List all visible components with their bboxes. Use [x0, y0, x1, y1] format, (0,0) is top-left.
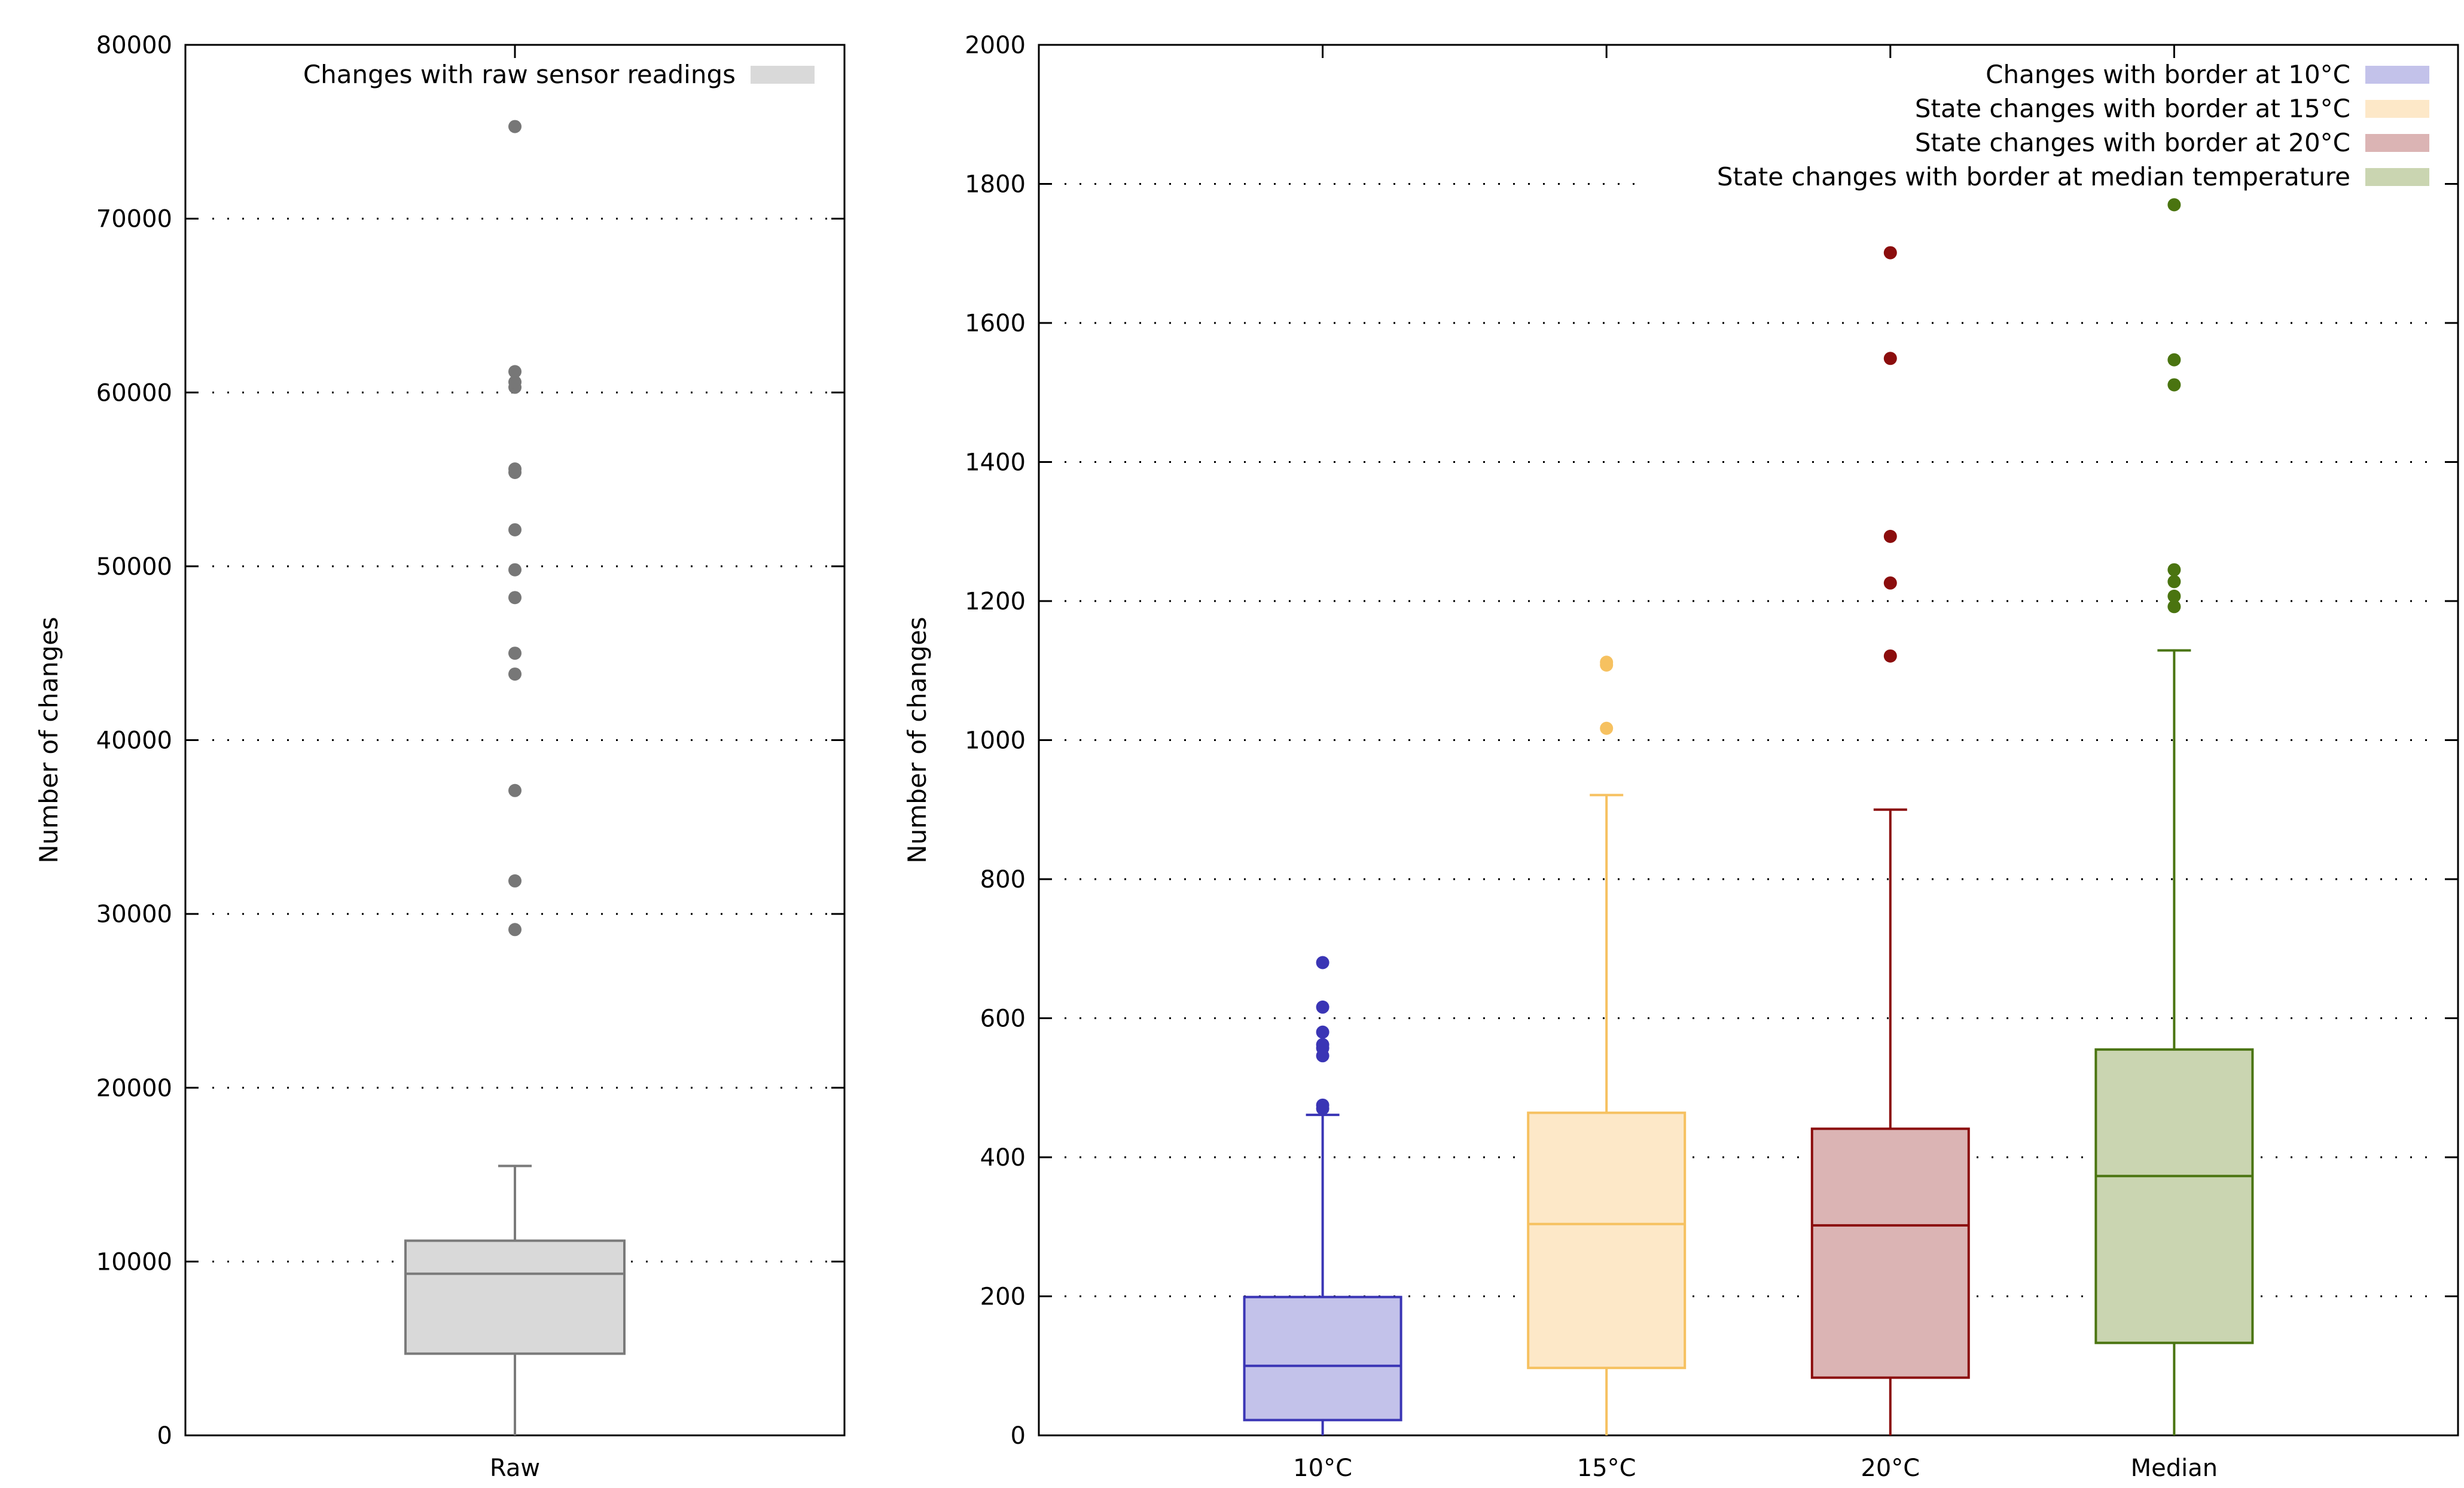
- outlier-point: [508, 647, 522, 660]
- y-tick-label: 200: [980, 1283, 1026, 1311]
- y-axis-title: Number of changes: [902, 617, 932, 863]
- y-tick-label: 60000: [96, 379, 172, 407]
- y-tick-label: 1400: [965, 449, 1026, 477]
- legend: Changes with border at 10°C State changes…: [1717, 60, 2429, 191]
- outlier-point: [1600, 655, 1614, 669]
- outlier-point: [2167, 575, 2181, 589]
- outlier-point: [2167, 353, 2181, 367]
- box-iqr: [1527, 1111, 1687, 1370]
- legend-label: State changes with border at 15°C: [1915, 94, 2350, 123]
- outlier-point: [508, 365, 522, 379]
- y-tick-label: 1200: [965, 588, 1026, 615]
- outlier-point: [508, 523, 522, 536]
- x-tick-label: 20°C: [1861, 1455, 1920, 1482]
- y-tick-label: 0: [1011, 1422, 1026, 1450]
- legend-label: State changes with border at 20°C: [1915, 128, 2350, 157]
- legend-swatch: [751, 66, 815, 84]
- chart-panel-2: 0 200 400 600 800 1000 1200 1400 1600 1800 2000 Num…: [902, 32, 2459, 1482]
- outlier-point: [1883, 649, 1897, 663]
- y-tick-label: 50000: [96, 553, 172, 581]
- box-iqr: [1810, 1127, 1970, 1379]
- outlier-point: [1883, 576, 1897, 590]
- outlier-point: [508, 591, 522, 605]
- outlier-point: [2167, 600, 2181, 614]
- outlier-point: [508, 874, 522, 888]
- outlier-point: [1316, 1025, 1329, 1039]
- box-series-15c: [1527, 655, 1687, 1435]
- outlier-point: [1316, 1000, 1329, 1014]
- box-series-raw: [404, 120, 626, 1435]
- outlier-point: [508, 563, 522, 577]
- outlier-point: [1316, 1098, 1329, 1112]
- outlier-point: [1316, 1038, 1329, 1051]
- box-iqr: [1243, 1295, 1402, 1422]
- outlier-point: [508, 120, 522, 133]
- y-tick-label: 30000: [96, 901, 172, 928]
- outlier-point: [508, 923, 522, 937]
- legend-swatch: [2365, 100, 2429, 118]
- outlier-point: [2167, 589, 2181, 603]
- legend-swatch: [2365, 66, 2429, 84]
- outlier-point: [1316, 956, 1329, 969]
- y-tick-label: 1000: [965, 727, 1026, 755]
- x-tick-label: 10°C: [1293, 1455, 1352, 1482]
- y-tick-label: 800: [980, 866, 1026, 894]
- x-tick-label: Median: [2131, 1455, 2218, 1482]
- y-tick-label: 2000: [965, 32, 1026, 59]
- y-tick-label: 20000: [96, 1075, 172, 1102]
- y-tick-label: 40000: [96, 727, 172, 755]
- outlier-point: [508, 462, 522, 476]
- y-tick-label: 10000: [96, 1248, 172, 1276]
- box-series-10c: [1243, 956, 1402, 1435]
- outlier-point: [1883, 529, 1897, 543]
- box-series-median: [2094, 198, 2254, 1435]
- outlier-point: [1600, 721, 1614, 735]
- box-series-20c: [1810, 246, 1970, 1435]
- legend-label: State changes with border at median temp…: [1717, 162, 2350, 191]
- legend: Changes with raw sensor readings: [303, 60, 815, 89]
- y-tick-label: 1600: [965, 310, 1026, 337]
- y-tick-label: 70000: [96, 206, 172, 233]
- chart-panel-1: 0 10000 20000 30000 40000 50000 60000 70000 8000…: [34, 32, 846, 1482]
- box-iqr: [404, 1239, 626, 1355]
- outlier-point: [508, 667, 522, 681]
- y-tick-label: 1800: [965, 171, 1026, 199]
- y-axis-title: Number of changes: [34, 617, 63, 863]
- outlier-point: [2167, 198, 2181, 212]
- legend-swatch: [2365, 168, 2429, 186]
- outlier-point: [1883, 352, 1897, 365]
- outlier-point: [2167, 563, 2181, 577]
- box-iqr: [2094, 1048, 2254, 1344]
- x-tick-label: 15°C: [1577, 1455, 1636, 1482]
- y-tick-label: 0: [157, 1422, 172, 1450]
- y-tick-label: 80000: [96, 32, 172, 59]
- legend-label: Changes with border at 10°C: [1986, 60, 2350, 89]
- outlier-point: [508, 783, 522, 797]
- outlier-point: [1883, 246, 1897, 260]
- outlier-point: [2167, 378, 2181, 392]
- legend-swatch: [2365, 134, 2429, 152]
- y-tick-label: 400: [980, 1144, 1026, 1172]
- outlier-point: [508, 375, 522, 389]
- y-tick-label: 600: [980, 1005, 1026, 1033]
- x-tick-label: Raw: [490, 1455, 540, 1482]
- legend-label: Changes with raw sensor readings: [303, 60, 736, 89]
